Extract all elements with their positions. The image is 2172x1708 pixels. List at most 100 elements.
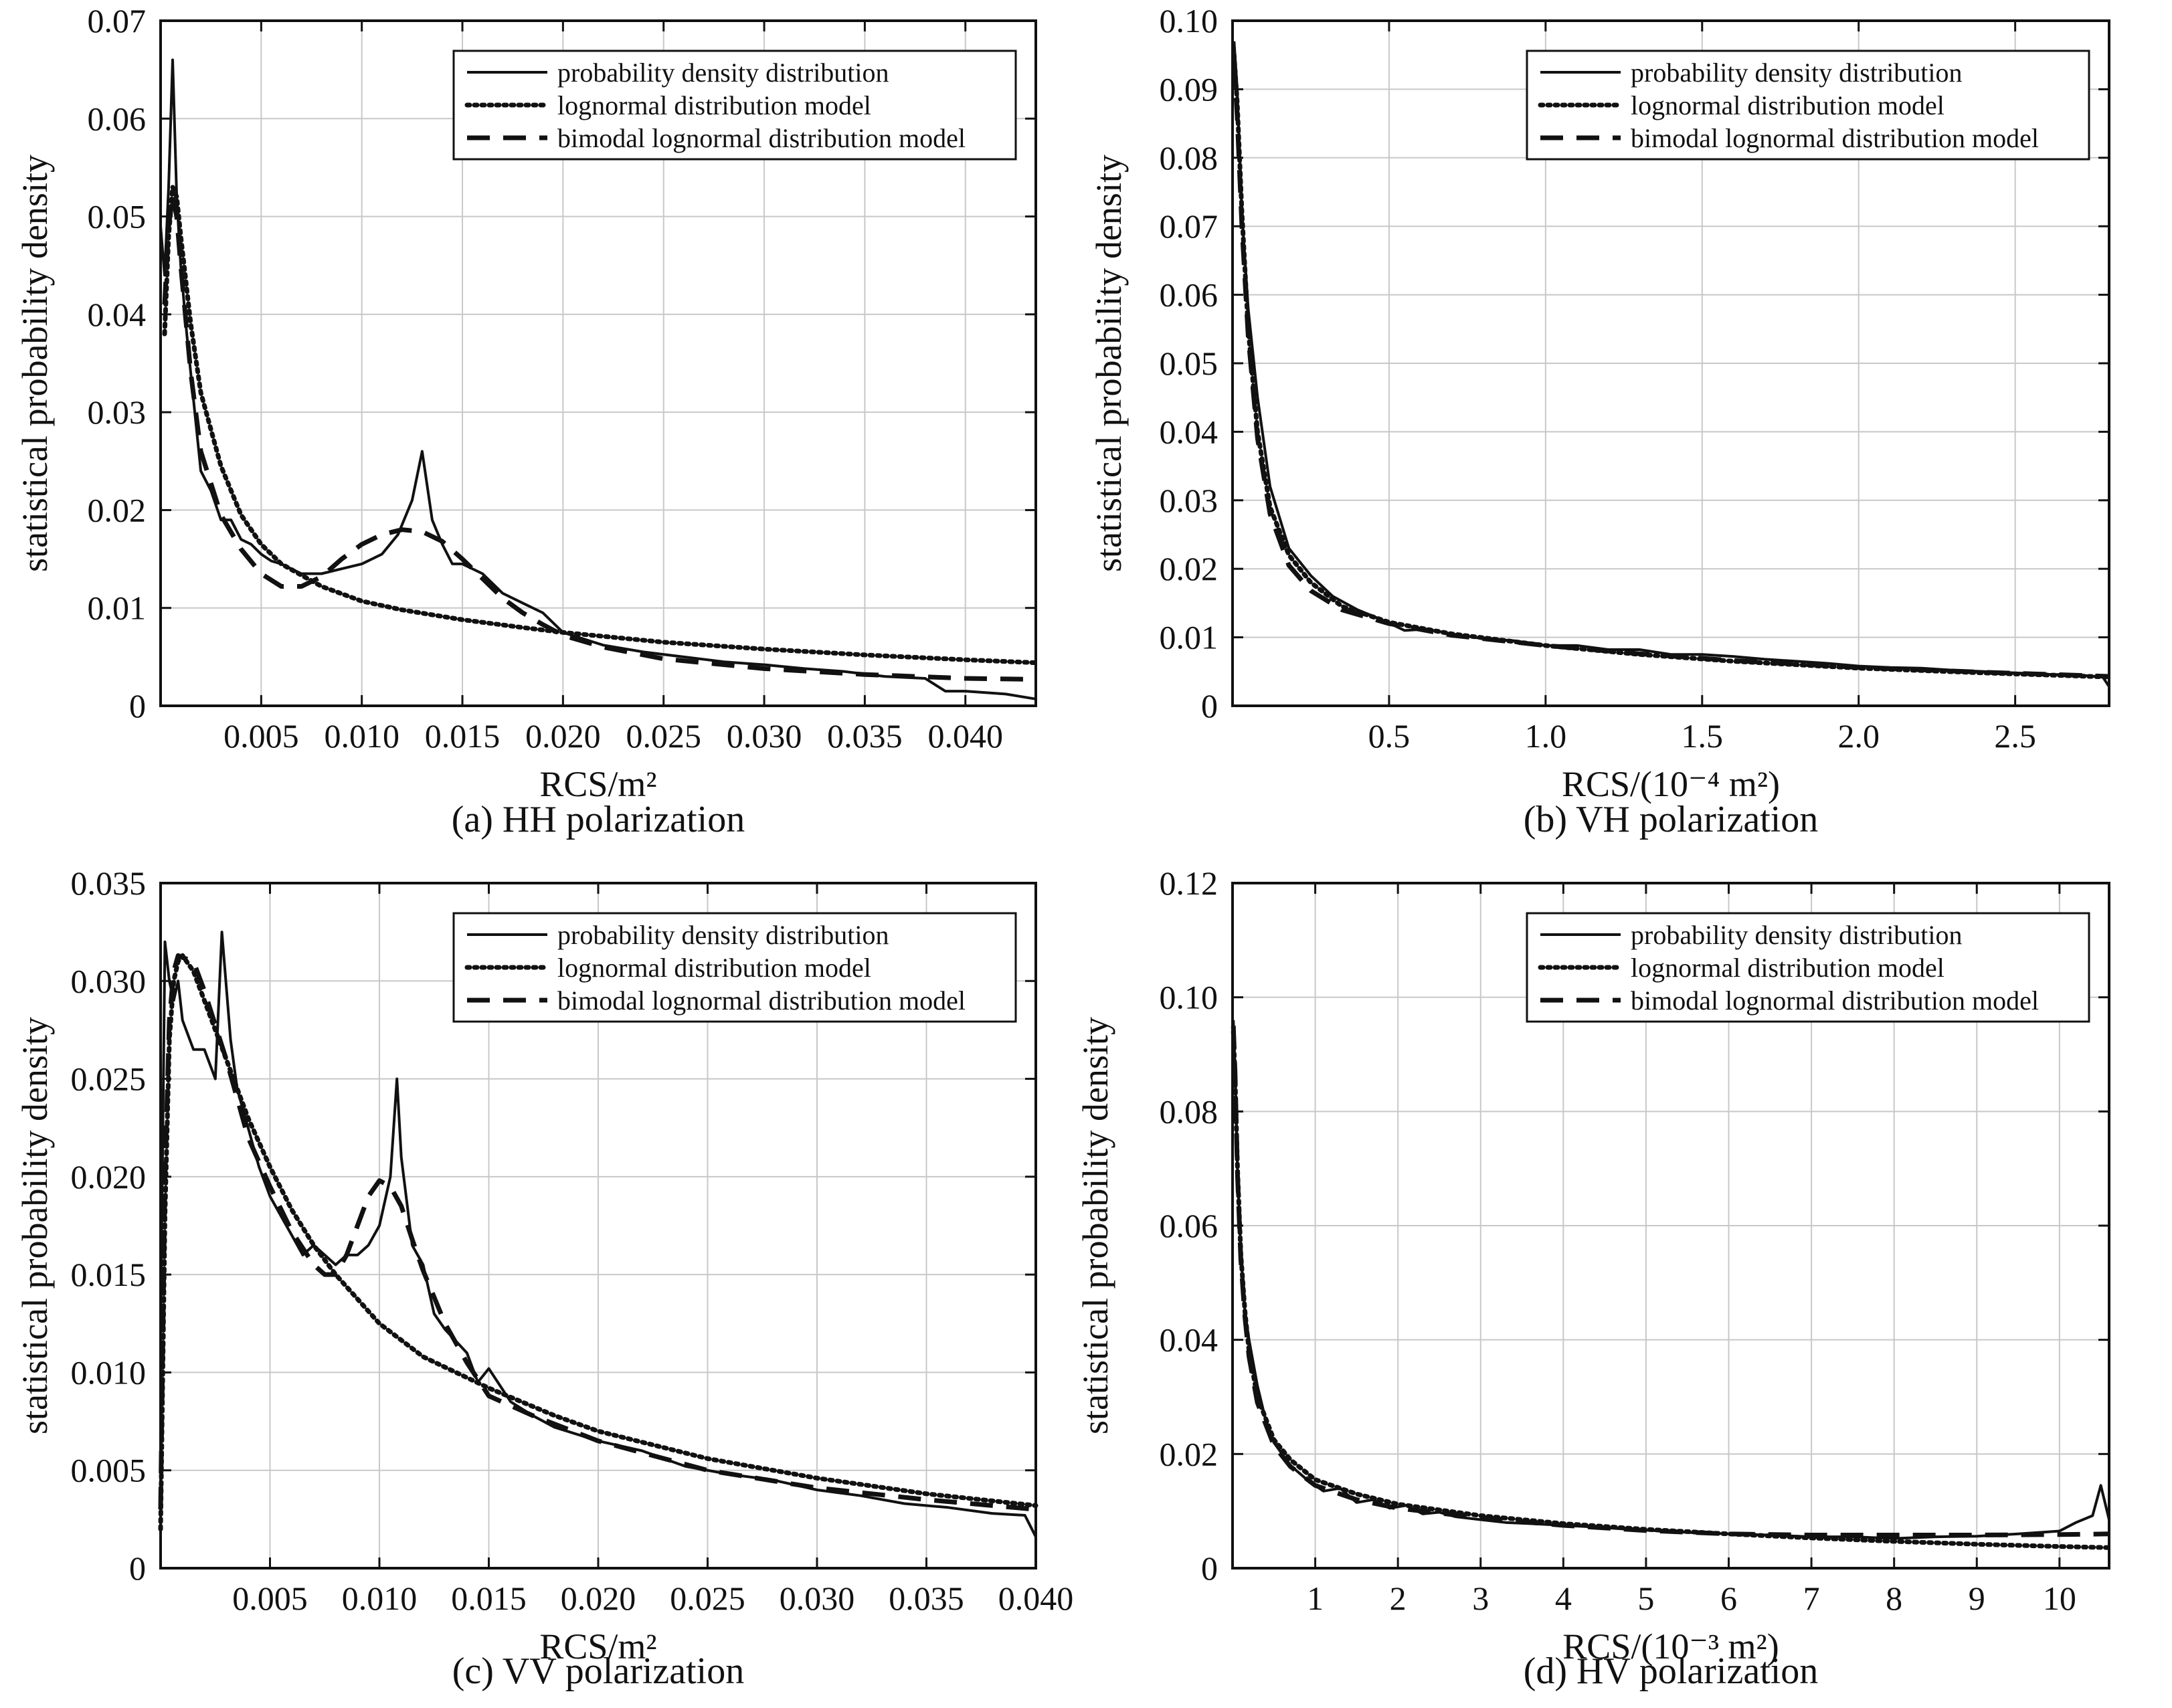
y-tick-label: 0.025 xyxy=(71,1060,147,1098)
series-line-solid xyxy=(159,58,1036,700)
x-axis-label: RCS/m² xyxy=(539,764,656,804)
x-tick-label: 0.035 xyxy=(889,1580,964,1617)
x-tick-label: 2 xyxy=(1390,1580,1407,1617)
y-tick-label: 0.07 xyxy=(88,2,147,39)
x-tick-label: 0.010 xyxy=(324,717,399,755)
y-tick-label: 0.02 xyxy=(88,491,147,529)
x-tick-label: 2.0 xyxy=(1837,717,1880,755)
legend-label: probability density distribution xyxy=(557,920,889,950)
legend-label: lognormal distribution model xyxy=(1631,90,1944,120)
y-tick-label: 0.02 xyxy=(1160,1435,1218,1473)
y-tick-label: 0 xyxy=(129,1549,146,1587)
series-line-dashed xyxy=(1231,62,2110,679)
y-tick-label: 0.015 xyxy=(71,1256,147,1293)
y-tick-label: 0.02 xyxy=(1160,550,1218,587)
y-tick-label: 0.05 xyxy=(1160,345,1218,382)
series-line-dashed xyxy=(1231,1026,2110,1537)
y-tick-label: 0.04 xyxy=(1160,1321,1218,1359)
legend-label: lognormal distribution model xyxy=(557,90,871,120)
x-tick-label: 0.5 xyxy=(1368,717,1411,755)
x-tick-label: 0.020 xyxy=(525,717,601,755)
y-tick-label: 0.01 xyxy=(88,589,147,627)
x-tick-label: 0.030 xyxy=(780,1580,855,1617)
x-tick-label: 0.025 xyxy=(626,717,701,755)
chart-a: 0.005 0.010 0.015 0.020 0.025 0.030 0.035 0.040… xyxy=(15,2,1038,840)
y-tick-label: 0.03 xyxy=(1160,482,1218,519)
chart-caption: (a) HH polarization xyxy=(452,799,745,840)
legend-label: probability density distribution xyxy=(1631,920,1963,950)
x-tick-label: 0.040 xyxy=(998,1580,1074,1617)
x-tick-label: 3 xyxy=(1472,1580,1489,1617)
y-tick-label: 0 xyxy=(1201,1549,1218,1587)
chart-c: 0.005 0.010 0.015 0.020 0.025 0.030 0.035 0.040… xyxy=(15,864,1073,1692)
legend-label: bimodal lognormal distribution model xyxy=(1631,123,2039,153)
x-tick-label: 0.005 xyxy=(232,1580,308,1617)
legend-label: lognormal distribution model xyxy=(557,953,871,983)
x-tick-label: 10 xyxy=(2043,1580,2076,1617)
series-line-dashed xyxy=(158,953,1036,1512)
x-tick-label: 7 xyxy=(1803,1580,1820,1617)
y-tick-label: 0.06 xyxy=(1160,276,1218,314)
x-tick-label: 0.005 xyxy=(223,717,299,755)
x-tick-label: 0.035 xyxy=(827,717,903,755)
x-tick-label: 9 xyxy=(1969,1580,1985,1617)
x-tick-label: 2.5 xyxy=(1994,717,2036,755)
x-axis-label: RCS/(10⁻³ m²) xyxy=(1562,1626,1779,1667)
x-axis-label: RCS/m² xyxy=(539,1626,656,1667)
y-tick-label: 0.010 xyxy=(71,1353,147,1391)
plot-frame xyxy=(1231,19,2110,707)
x-tick-label: 6 xyxy=(1720,1580,1737,1617)
y-tick-label: 0.09 xyxy=(1160,70,1218,108)
plot-frame xyxy=(159,19,1037,707)
y-tick-label: 0.05 xyxy=(88,198,147,235)
y-tick-label: 0.06 xyxy=(88,100,147,137)
legend-label: bimodal lognormal distribution model xyxy=(1631,985,2039,1016)
chart-d: 1 2 3 4 5 6 7 8 9 10 0 0.02 0.04 0.06 0.08 0.10 0.12 prob… xyxy=(1075,864,2112,1692)
y-axis-label: statistical probability density xyxy=(1075,1017,1115,1434)
chart-caption: (d) HV polarization xyxy=(1524,1650,1819,1692)
y-tick-label: 0.10 xyxy=(1160,979,1218,1016)
chart-b: 0.5 1.0 1.5 2.0 2.5 0 0.01 0.02 0.03 0.04 0.05 0.06… xyxy=(1089,2,2112,840)
x-tick-label: 0.040 xyxy=(928,717,1004,755)
y-tick-label: 0.07 xyxy=(1160,207,1218,245)
y-tick-label: 0.01 xyxy=(1160,619,1218,656)
x-tick-label: 0.015 xyxy=(451,1580,527,1617)
y-tick-label: 0.06 xyxy=(1160,1207,1218,1244)
chart-caption: (c) VV polarization xyxy=(452,1650,744,1692)
y-axis-label: statistical probability density xyxy=(15,155,55,572)
y-tick-label: 0.10 xyxy=(1160,2,1218,39)
legend-label: bimodal lognormal distribution model xyxy=(557,985,966,1016)
x-tick-label: 4 xyxy=(1555,1580,1572,1617)
y-tick-label: 0.08 xyxy=(1160,139,1218,177)
chart-caption: (b) VH polarization xyxy=(1524,799,1819,840)
x-tick-label: 8 xyxy=(1886,1580,1902,1617)
y-tick-label: 0.030 xyxy=(71,962,147,1000)
y-tick-label: 0.035 xyxy=(71,864,147,902)
x-tick-label: 0.010 xyxy=(342,1580,418,1617)
legend-label: probability density distribution xyxy=(557,58,889,88)
x-tick-label: 1.0 xyxy=(1525,717,1567,755)
y-tick-label: 0.03 xyxy=(88,393,147,431)
y-axis-label: statistical probability density xyxy=(15,1017,55,1434)
legend-box xyxy=(452,50,1017,161)
legend-label: bimodal lognormal distribution model xyxy=(557,123,966,153)
y-tick-label: 0.08 xyxy=(1160,1093,1218,1130)
plot-frame xyxy=(159,882,1037,1570)
legend-label: probability density distribution xyxy=(1631,58,1963,88)
y-tick-label: 0.04 xyxy=(1160,413,1218,450)
y-tick-label: 0.04 xyxy=(88,296,147,333)
series-line-solid xyxy=(1232,1020,2110,1540)
legend-label: lognormal distribution model xyxy=(1631,953,1944,983)
y-tick-label: 0 xyxy=(1201,687,1218,725)
series-line-dotted xyxy=(162,185,1038,666)
x-axis-label: RCS/(10⁻⁴ m²) xyxy=(1562,764,1780,804)
y-tick-label: 0.020 xyxy=(71,1158,147,1196)
x-tick-label: 5 xyxy=(1637,1580,1654,1617)
plot-frame xyxy=(1231,882,2110,1570)
y-tick-label: 0.12 xyxy=(1160,864,1218,902)
legend-box xyxy=(1526,912,2090,1023)
x-tick-label: 0.020 xyxy=(561,1580,636,1617)
y-axis-label: statistical probability density xyxy=(1089,155,1129,572)
x-tick-label: 1 xyxy=(1307,1580,1324,1617)
legend-box xyxy=(1526,50,2090,161)
